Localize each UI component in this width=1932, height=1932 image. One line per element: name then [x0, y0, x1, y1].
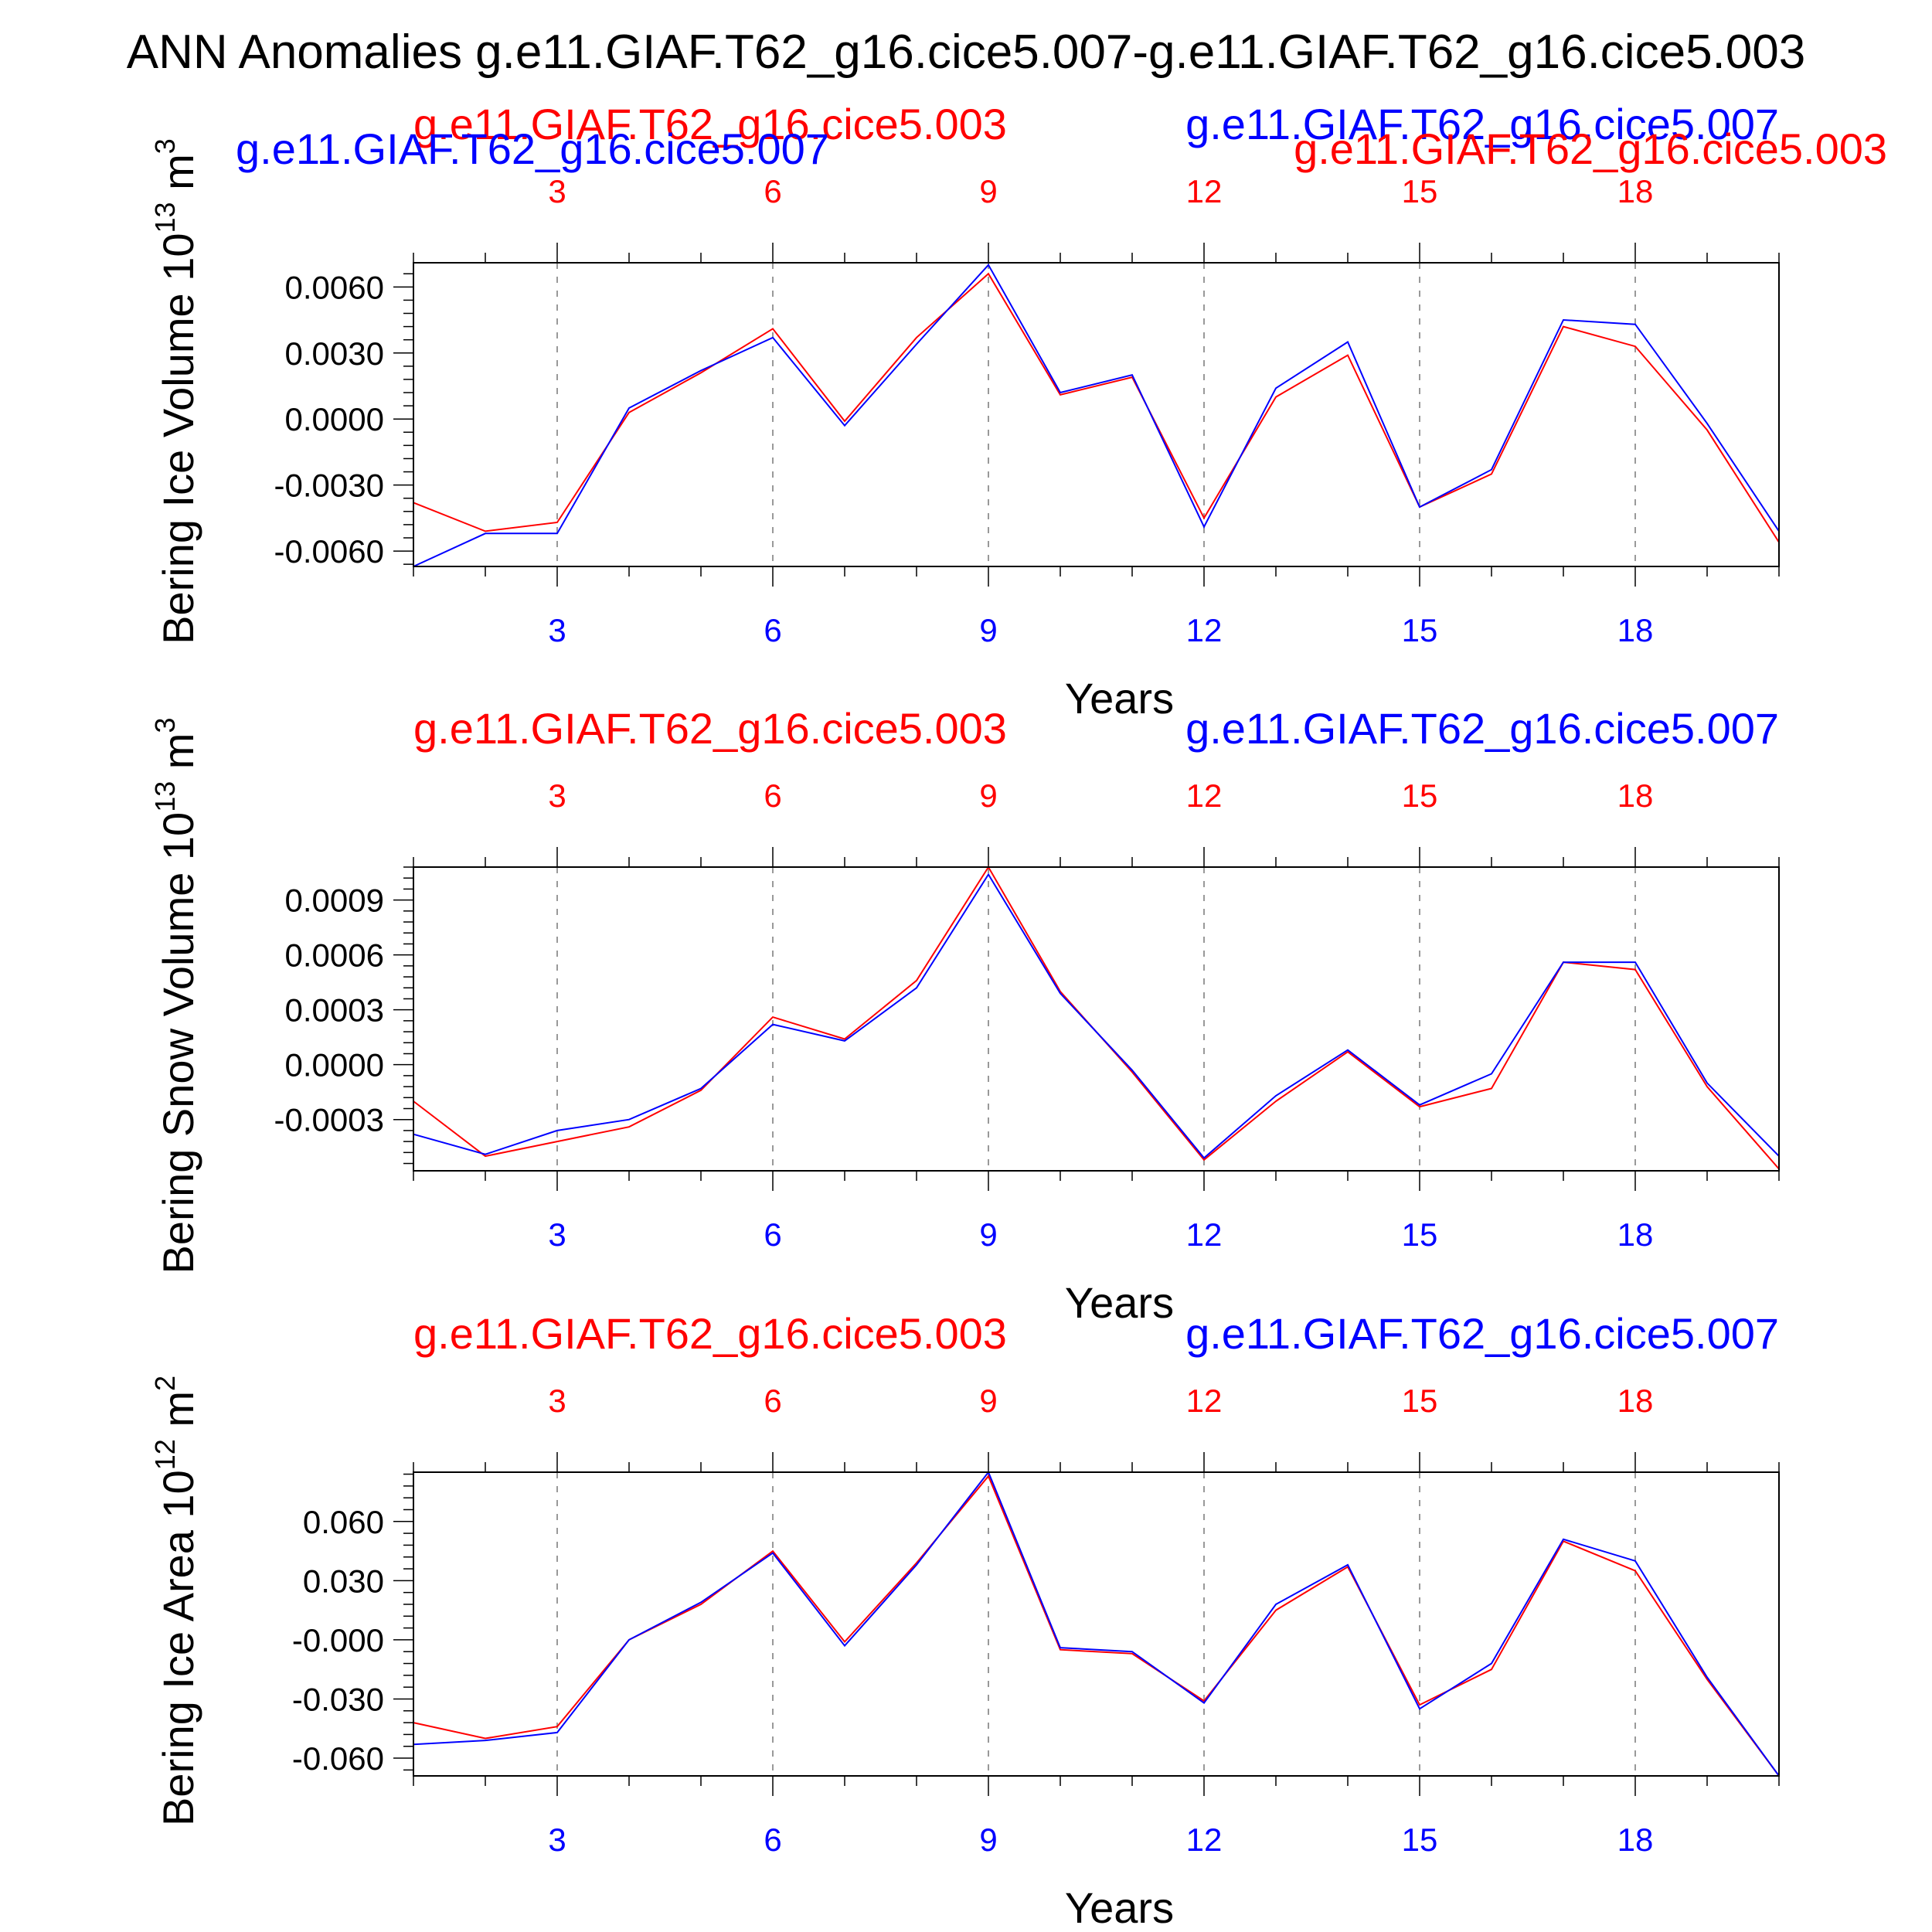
x-tick-label-top: 3 — [548, 1383, 566, 1419]
x-tick-label-bottom: 9 — [979, 1216, 997, 1253]
x-tick-label-bottom: 18 — [1617, 612, 1654, 648]
y-tick-label: 0.0060 — [285, 269, 384, 305]
x-tick-label-top: 9 — [979, 777, 997, 814]
x-tick-label-top: 18 — [1617, 1383, 1654, 1419]
x-tick-label-top: 6 — [764, 173, 781, 209]
x-tick-label-bottom: 9 — [979, 612, 997, 648]
x-tick-label-top: 12 — [1186, 173, 1223, 209]
panel-1: -0.0060 -0.0030 0.0000 0.0030 0.0060 3 3 6 6 9 9 12… — [149, 100, 1887, 723]
x-tick-label-bottom: 15 — [1402, 612, 1438, 648]
y-tick-label: -0.000 — [292, 1622, 384, 1658]
x-tick-label-top: 18 — [1617, 777, 1654, 814]
x-tick-label-bottom: 18 — [1617, 1216, 1654, 1253]
series-line-cice5-003 — [413, 272, 1780, 543]
x-tick-label-top: 9 — [979, 1383, 997, 1419]
legend-label-blue: g.e11.GIAF.T62_g16.cice5.007 — [1185, 1309, 1779, 1358]
y-axis-label: Bering Ice Area 1012 m2 — [149, 1376, 202, 1826]
x-tick-label-top: 15 — [1402, 173, 1438, 209]
x-tick-label-bottom: 12 — [1186, 1821, 1223, 1858]
series-line-cice5-007 — [413, 872, 1780, 1159]
y-axis-label: Bering Ice Volume 1013 m3 — [149, 138, 202, 645]
y-tick-label: -0.0030 — [274, 468, 384, 504]
y-tick-label: -0.030 — [292, 1681, 384, 1717]
panel-2: -0.0003 0.0000 0.0003 0.0006 0.0009 3 3 6 6 9 9 12 1… — [149, 704, 1780, 1327]
legend-label-blue: g.e11.GIAF.T62_g16.cice5.007 — [1185, 100, 1779, 148]
x-axis-label: Years — [1065, 1278, 1174, 1327]
x-tick-label-top: 12 — [1186, 777, 1223, 814]
x-axis-label: Years — [1065, 1883, 1174, 1932]
x-tick-label-bottom: 15 — [1402, 1216, 1438, 1253]
y-tick-label: 0.0000 — [285, 401, 384, 437]
x-tick-label-bottom: 3 — [548, 612, 566, 648]
plot-frame — [413, 1471, 1780, 1777]
x-tick-label-top: 15 — [1402, 1383, 1438, 1419]
x-tick-label-bottom: 15 — [1402, 1821, 1438, 1858]
x-tick-label-bottom: 6 — [764, 612, 781, 648]
overlay-label-red: g.e11.GIAF.T62_g16.cice5.003 — [1294, 124, 1887, 173]
y-tick-label: 0.0009 — [285, 883, 384, 919]
x-tick-label-bottom: 12 — [1186, 612, 1223, 648]
x-tick-label-bottom: 6 — [764, 1216, 781, 1253]
series-line-cice5-003 — [413, 1475, 1780, 1777]
plot-frame — [413, 262, 1780, 567]
x-tick-label-top: 6 — [764, 1383, 781, 1419]
y-tick-label: 0.0000 — [285, 1047, 384, 1083]
x-axis-label: Years — [1065, 674, 1174, 723]
plot-frame — [413, 866, 1780, 1172]
y-tick-label: -0.0060 — [274, 533, 384, 570]
x-tick-label-bottom: 18 — [1617, 1821, 1654, 1858]
x-tick-label-bottom: 9 — [979, 1821, 997, 1858]
figure-title: ANN Anomalies g.e11.GIAF.T62_g16.cice5.0… — [127, 26, 1805, 79]
y-tick-label: 0.0030 — [285, 335, 384, 372]
y-tick-label: -0.060 — [292, 1740, 384, 1777]
legend-label-blue: g.e11.GIAF.T62_g16.cice5.007 — [1185, 704, 1779, 753]
y-tick-label: -0.0003 — [274, 1102, 384, 1138]
y-tick-label: 0.0003 — [285, 992, 384, 1029]
y-tick-label: 0.030 — [303, 1563, 384, 1599]
legend-label-red: g.e11.GIAF.T62_g16.cice5.003 — [413, 100, 1007, 148]
y-tick-label: 0.0006 — [285, 937, 384, 974]
x-tick-label-bottom: 3 — [548, 1216, 566, 1253]
x-tick-label-top: 18 — [1617, 173, 1654, 209]
series-line-cice5-007 — [413, 1471, 1780, 1777]
x-tick-label-bottom: 12 — [1186, 1216, 1223, 1253]
series-line-cice5-007 — [413, 264, 1780, 567]
x-tick-label-top: 6 — [764, 777, 781, 814]
x-tick-label-bottom: 3 — [548, 1821, 566, 1858]
y-axis-label: Bering Snow Volume 1013 m3 — [149, 717, 202, 1274]
series-line-cice5-003 — [413, 866, 1780, 1170]
x-tick-label-top: 12 — [1186, 1383, 1223, 1419]
x-tick-label-top: 15 — [1402, 777, 1438, 814]
x-tick-label-bottom: 6 — [764, 1821, 781, 1858]
panel-3: -0.060 -0.030 -0.000 0.030 0.060 3 3 6 6 9 9 12 12 15… — [149, 1309, 1780, 1932]
overlay-label-blue: g.e11.GIAF.T62_g16.cice5.007 — [236, 124, 829, 173]
x-tick-label-top: 3 — [548, 173, 566, 209]
y-tick-label: 0.060 — [303, 1504, 384, 1540]
legend-label-red: g.e11.GIAF.T62_g16.cice5.003 — [413, 704, 1007, 753]
x-tick-label-top: 3 — [548, 777, 566, 814]
legend-label-red: g.e11.GIAF.T62_g16.cice5.003 — [413, 1309, 1007, 1358]
x-tick-label-top: 9 — [979, 173, 997, 209]
